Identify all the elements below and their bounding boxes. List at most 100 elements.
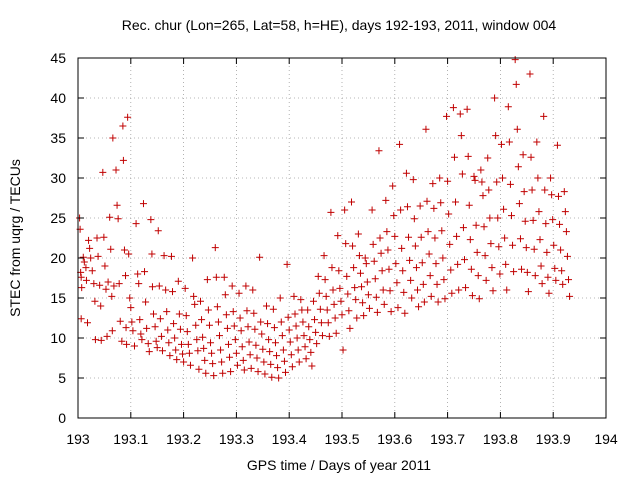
data-point bbox=[291, 310, 299, 318]
data-point bbox=[181, 284, 189, 292]
data-point bbox=[324, 319, 332, 327]
data-point bbox=[216, 332, 224, 340]
data-point bbox=[368, 206, 376, 214]
data-point bbox=[282, 368, 290, 376]
data-point bbox=[548, 191, 556, 199]
data-point bbox=[211, 244, 219, 252]
data-point bbox=[253, 354, 261, 362]
data-point bbox=[267, 360, 275, 368]
data-point bbox=[294, 346, 302, 354]
data-point bbox=[201, 356, 209, 364]
data-point bbox=[439, 254, 447, 262]
data-point bbox=[560, 188, 568, 196]
data-point bbox=[195, 365, 203, 373]
data-point bbox=[528, 186, 536, 194]
data-point bbox=[100, 233, 108, 241]
data-point bbox=[163, 308, 171, 316]
data-point bbox=[97, 302, 105, 310]
data-point bbox=[542, 220, 550, 228]
data-point bbox=[308, 362, 316, 370]
data-point bbox=[152, 337, 160, 345]
data-point bbox=[157, 332, 165, 340]
data-point bbox=[232, 349, 240, 357]
data-point bbox=[91, 297, 99, 305]
data-point bbox=[314, 272, 322, 280]
data-point bbox=[153, 344, 161, 352]
data-point bbox=[414, 286, 422, 294]
data-point bbox=[379, 286, 387, 294]
data-point bbox=[224, 340, 232, 348]
data-point bbox=[411, 242, 419, 250]
data-point bbox=[203, 276, 211, 284]
x-tick-label: 193.6 bbox=[377, 431, 412, 447]
data-point bbox=[415, 303, 423, 311]
data-point bbox=[198, 316, 206, 324]
data-point bbox=[154, 227, 162, 235]
data-point bbox=[488, 264, 496, 272]
data-point bbox=[455, 286, 463, 294]
data-point bbox=[162, 286, 170, 294]
data-point bbox=[453, 232, 461, 240]
data-point bbox=[510, 268, 518, 276]
data-point bbox=[191, 300, 199, 308]
y-axis-ticks: 0 5 10 15 20 25 30 35 40 45 bbox=[50, 50, 606, 426]
data-point bbox=[520, 188, 528, 196]
data-point bbox=[183, 328, 191, 336]
data-point bbox=[465, 201, 473, 209]
data-point bbox=[200, 344, 208, 352]
data-point bbox=[109, 134, 117, 142]
data-point bbox=[387, 308, 395, 316]
data-point bbox=[279, 346, 287, 354]
data-point bbox=[322, 292, 330, 300]
data-point bbox=[497, 140, 505, 148]
data-point bbox=[186, 361, 194, 369]
data-point bbox=[108, 292, 116, 300]
data-point bbox=[350, 264, 358, 272]
data-point bbox=[550, 241, 558, 249]
y-tick-label: 30 bbox=[50, 170, 66, 186]
data-point bbox=[394, 304, 402, 312]
data-point bbox=[485, 186, 493, 194]
data-point bbox=[122, 324, 130, 332]
data-point bbox=[531, 272, 539, 280]
x-tick-label: 193 bbox=[66, 431, 90, 447]
data-point bbox=[464, 152, 472, 160]
data-point bbox=[124, 113, 132, 121]
data-point bbox=[233, 361, 241, 369]
data-point bbox=[328, 264, 336, 272]
data-point bbox=[346, 324, 354, 332]
data-point bbox=[468, 292, 476, 300]
x-tick-label: 193.8 bbox=[483, 431, 518, 447]
data-point bbox=[335, 267, 343, 275]
data-point bbox=[338, 311, 346, 319]
x-axis-label: GPS time / Days of year 2011 bbox=[247, 457, 431, 473]
data-point bbox=[536, 236, 544, 244]
data-point bbox=[348, 198, 356, 206]
data-point bbox=[458, 170, 466, 178]
data-point bbox=[236, 314, 244, 322]
data-point bbox=[88, 267, 96, 275]
data-point bbox=[299, 318, 307, 326]
data-point bbox=[329, 286, 337, 294]
data-point bbox=[339, 346, 347, 354]
data-point bbox=[119, 122, 127, 130]
data-point bbox=[527, 153, 535, 161]
data-point bbox=[189, 254, 197, 262]
data-point bbox=[396, 140, 404, 148]
data-point bbox=[503, 286, 511, 294]
data-point bbox=[501, 234, 509, 242]
data-point bbox=[247, 364, 255, 372]
data-point bbox=[250, 309, 258, 317]
data-point bbox=[151, 323, 159, 331]
data-point bbox=[84, 319, 92, 327]
data-point bbox=[526, 70, 534, 78]
data-point bbox=[134, 270, 142, 278]
data-point bbox=[182, 312, 190, 320]
data-point bbox=[148, 250, 156, 258]
data-point bbox=[177, 340, 185, 348]
data-point bbox=[407, 276, 415, 284]
data-point bbox=[97, 336, 105, 344]
data-point bbox=[474, 272, 482, 280]
data-point bbox=[337, 297, 345, 305]
